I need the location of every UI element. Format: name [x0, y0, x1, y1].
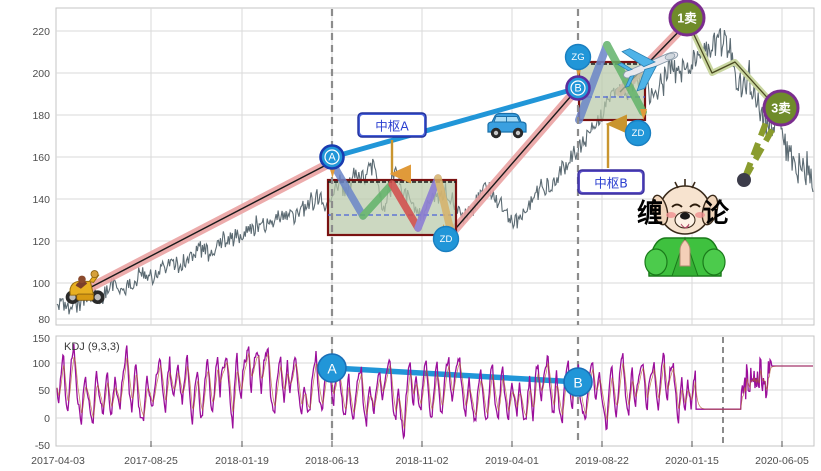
price-y-axis: 220 200 180 160 140 120 100 80 — [32, 26, 50, 326]
x-tick-6: 2019-08-22 — [575, 455, 629, 467]
marker-zd-b[interactable]: ZD — [624, 119, 652, 147]
y-tick-kdj-3: 0 — [44, 413, 50, 425]
watermark-char-1: 缠 — [637, 198, 663, 229]
y-tick-kdj-0: 150 — [32, 333, 50, 345]
marker-a-price-label: A — [328, 152, 336, 164]
marker-zd-a[interactable]: ZD — [432, 225, 460, 253]
divergence-line-price — [330, 85, 581, 160]
y-tick-price-4: 140 — [32, 194, 50, 206]
zhongshu-b-segments — [575, 41, 647, 124]
y-tick-price-0: 220 — [32, 26, 50, 38]
price-panel-frame — [55, 7, 815, 326]
scooter-icon — [65, 270, 105, 305]
watermark-char-2: 论 — [703, 199, 730, 229]
marker-a-kdj[interactable]: A — [317, 353, 347, 383]
kdj-series-group — [56, 343, 813, 440]
y-tick-kdj-4: -50 — [35, 440, 50, 452]
airplane-icon — [617, 48, 679, 92]
callout-zhongshu-b[interactable]: 中枢B — [577, 114, 645, 195]
marker-zg[interactable]: ZG — [564, 43, 592, 71]
kdj-k-line — [56, 352, 813, 429]
x-axis: 2017-04-03 2017-08-25 2018-01-19 2018-06… — [31, 441, 809, 467]
y-tick-price-1: 200 — [32, 68, 50, 80]
indicator-label: KDJ (9,3,3) — [64, 341, 120, 353]
callout-zhongshu-a-label: 中枢A — [375, 119, 409, 134]
marker-b-price-label: B — [574, 83, 581, 95]
downtrend-segments — [685, 19, 785, 187]
marker-sell-3-label: 3卖 — [771, 101, 791, 116]
marker-sell-3[interactable]: 3卖 — [762, 89, 800, 127]
marker-zd-b-label: ZD — [632, 128, 645, 139]
callout-zhongshu-b-label: 中枢B — [594, 176, 628, 191]
marker-b-price[interactable]: B — [565, 75, 591, 101]
car-icon — [487, 112, 527, 139]
y-tick-price-7: 80 — [38, 314, 50, 326]
kdj-y-axis: 150 100 50 0 -50 — [32, 333, 50, 452]
y-tick-price-3: 160 — [32, 152, 50, 164]
watermark-chanlun: 缠 — [637, 198, 663, 229]
x-tick-7: 2020-01-15 — [665, 455, 719, 467]
y-tick-kdj-2: 50 — [38, 385, 50, 397]
x-tick-3: 2018-06-13 — [305, 455, 359, 467]
x-tick-4: 2018-11-02 — [396, 455, 449, 467]
marker-a-kdj-label: A — [327, 361, 337, 377]
callout-zhongshu-a[interactable]: 中枢A — [357, 112, 427, 184]
x-tick-5: 2019-04-01 — [485, 455, 539, 467]
x-tick-1: 2017-08-25 — [124, 455, 178, 467]
marker-sell-1-label: 1卖 — [677, 11, 697, 26]
x-tick-marks — [150, 441, 783, 447]
uptrend-channel-2 — [438, 83, 583, 248]
marker-zg-label: ZG — [571, 52, 584, 63]
marker-b-kdj[interactable]: B — [563, 367, 593, 397]
marker-b-kdj-label: B — [573, 375, 582, 391]
y-tick-price-6: 100 — [32, 278, 50, 290]
marker-sell-1[interactable]: 1卖 — [668, 0, 706, 37]
y-tick-kdj-1: 100 — [32, 358, 50, 370]
dog-monk-mascot-icon — [644, 179, 726, 277]
x-tick-0: 2017-04-03 — [31, 455, 85, 467]
kdj-j-line — [56, 343, 813, 440]
x-tick-2: 2018-01-19 — [215, 455, 269, 467]
y-tick-price-2: 180 — [32, 110, 50, 122]
marker-a-price[interactable]: A — [319, 144, 345, 170]
marker-zd-a-label: ZD — [440, 234, 453, 245]
uptrend-channel-1 — [67, 158, 335, 302]
y-tick-price-5: 120 — [32, 236, 50, 248]
x-tick-8: 2020-06-05 — [755, 455, 809, 467]
